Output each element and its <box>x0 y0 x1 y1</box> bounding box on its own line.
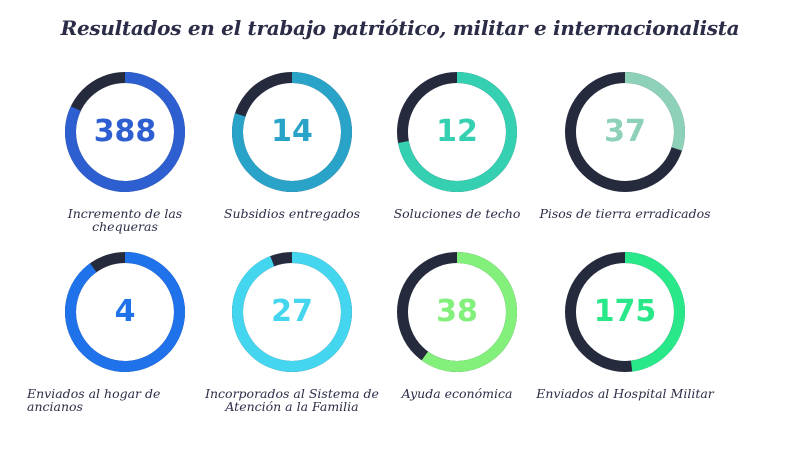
ring-progress-arc <box>565 252 685 372</box>
ring-graphic <box>65 72 185 192</box>
progress-ring <box>565 252 685 372</box>
stat-value: 388 <box>93 114 157 149</box>
stat-card-pisos: 37 Pisos de tierra erradicados <box>535 72 715 262</box>
ring-progress-arc <box>232 252 352 372</box>
progress-ring <box>565 72 685 192</box>
stat-label: Incremento de las chequeras <box>67 206 183 234</box>
ring-graphic <box>232 252 352 372</box>
stat-value: 175 <box>593 294 657 329</box>
ring-progress-arc <box>397 72 517 192</box>
ring-graphic <box>397 252 517 372</box>
stat-card-hogar-ancianos: 4 Enviados al hogar de ancianos <box>27 252 215 442</box>
stat-card-techo: 12 Soluciones de techo <box>367 72 547 262</box>
stat-value: 4 <box>114 294 136 329</box>
stat-value: 27 <box>271 294 313 329</box>
stat-label: Subsidios entregados <box>223 206 361 221</box>
ring-graphic <box>565 252 685 372</box>
progress-ring <box>397 72 517 192</box>
stat-card-subsidios: 14 Subsidios entregados <box>202 72 382 262</box>
stat-card-sistema-familia: 27 Incorporados al Sistema de Atención a… <box>202 252 382 442</box>
ring-progress-arc <box>397 252 517 372</box>
page-title: Resultados en el trabajo patriótico, mil… <box>60 16 740 40</box>
stat-label: Soluciones de techo <box>393 206 521 221</box>
progress-ring <box>232 252 352 372</box>
stat-value: 37 <box>604 114 646 149</box>
ring-graphic <box>232 72 352 192</box>
progress-ring <box>397 252 517 372</box>
stat-label: Enviados al Hospital Militar <box>536 386 714 401</box>
stat-value: 38 <box>436 294 478 329</box>
progress-ring <box>232 72 352 192</box>
ring-progress-arc <box>232 72 352 192</box>
ring-progress-arc <box>65 72 185 192</box>
stat-card-chequeras: 388 Incremento de las chequeras <box>35 72 215 262</box>
stat-label: Incorporados al Sistema de Atención a la… <box>205 386 379 414</box>
stat-card-ayuda-economica: 38 Ayuda económica <box>367 252 547 442</box>
ring-progress-arc <box>565 72 685 192</box>
stat-label: Enviados al hogar de ancianos <box>27 386 161 414</box>
ring-progress-arc <box>65 252 185 372</box>
stat-label: Ayuda económica <box>401 386 513 401</box>
stat-label: Pisos de tierra erradicados <box>539 206 711 221</box>
ring-graphic <box>565 72 685 192</box>
ring-graphic <box>397 72 517 192</box>
ring-graphic <box>65 252 185 372</box>
progress-ring <box>65 252 185 372</box>
stat-card-hospital-militar: 175 Enviados al Hospital Militar <box>535 252 715 442</box>
progress-ring <box>65 72 185 192</box>
stat-value: 14 <box>271 114 313 149</box>
stat-value: 12 <box>436 114 478 149</box>
